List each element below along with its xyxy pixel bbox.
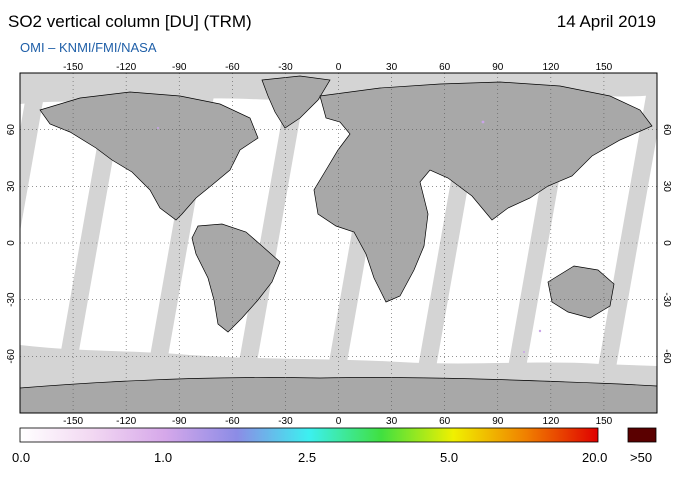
so2-specks: [157, 120, 542, 353]
lon-tick-top: 30: [386, 62, 398, 73]
lon-tick-top: -150: [63, 62, 83, 73]
colorbar-overflow-swatch: [627, 427, 657, 443]
lon-tick-bottom: 90: [492, 416, 504, 427]
north-america: [39, 91, 259, 221]
lon-tick-bottom: -150: [63, 416, 83, 427]
australia: [547, 265, 615, 319]
colorbar-label-2: 2.5: [298, 450, 317, 465]
map-plot-area: [20, 73, 657, 413]
lon-tick-top: 60: [439, 62, 451, 73]
map-title: SO2 vertical column [DU] (TRM): [8, 12, 252, 31]
lat-tick-right: 30: [661, 181, 672, 193]
lon-tick-top: 150: [596, 62, 613, 73]
colorbar-label-3: 5.0: [440, 450, 459, 465]
lon-tick-top: -60: [225, 62, 240, 73]
lon-tick-bottom: 60: [439, 416, 451, 427]
antarctica: [20, 377, 657, 413]
colorbar-label-1: 1.0: [154, 450, 173, 465]
south-america: [191, 223, 281, 333]
lon-tick-bottom: 30: [386, 416, 398, 427]
lat-tick-left: -60: [6, 349, 17, 364]
longitude-ticks-bottom: -150 -120 -90 -60 -30 0 30 60 90 120 150: [63, 416, 613, 427]
lon-tick-bottom: -30: [278, 416, 293, 427]
colorbar: [19, 427, 599, 443]
map-date: 14 April 2019: [556, 12, 656, 31]
lat-tick-right: 60: [661, 124, 672, 136]
lon-tick-top: -30: [278, 62, 293, 73]
lon-tick-bottom: -60: [225, 416, 240, 427]
lon-tick-bottom: 120: [542, 416, 559, 427]
lon-tick-top: 0: [336, 62, 342, 73]
graticule: [20, 73, 657, 413]
lon-tick-top: 90: [492, 62, 504, 73]
lon-tick-bottom: -120: [116, 416, 136, 427]
lon-tick-bottom: 150: [596, 416, 613, 427]
lat-tick-right: -30: [661, 292, 672, 307]
lon-tick-top: 120: [542, 62, 559, 73]
lon-tick-top: -90: [172, 62, 187, 73]
lon-tick-bottom: -90: [172, 416, 187, 427]
longitude-ticks-top: -150 -120 -90 -60 -30 0 30 60 90 120 150: [63, 62, 613, 73]
latitude-ticks-left: 60 30 0 -30 -60: [6, 124, 17, 364]
lat-tick-right: 0: [661, 240, 672, 246]
lat-tick-left: 30: [6, 180, 17, 192]
data-source: OMI – KNMI/FMI/NASA: [20, 40, 157, 55]
land-no-data: [20, 75, 657, 413]
latitude-ticks-right: 60 30 0 -30 -60: [661, 124, 672, 364]
colorbar-overflow-label: >50: [630, 450, 653, 465]
lat-tick-left: -30: [6, 292, 17, 307]
lat-tick-right: -60: [661, 349, 672, 364]
greenland: [261, 75, 331, 129]
eurasia-africa: [313, 81, 653, 303]
lon-tick-top: -120: [116, 62, 136, 73]
lat-tick-left: 0: [6, 240, 17, 246]
colorbar-label-4: 20.0: [582, 450, 608, 465]
lat-tick-left: 60: [6, 124, 17, 136]
orbit-gap-0: [20, 73, 48, 232]
lon-tick-bottom: 0: [336, 416, 342, 427]
colorbar-label-0: 0.0: [12, 450, 31, 465]
orbit-gap-7: [590, 73, 657, 413]
map-frame: [19, 72, 658, 414]
